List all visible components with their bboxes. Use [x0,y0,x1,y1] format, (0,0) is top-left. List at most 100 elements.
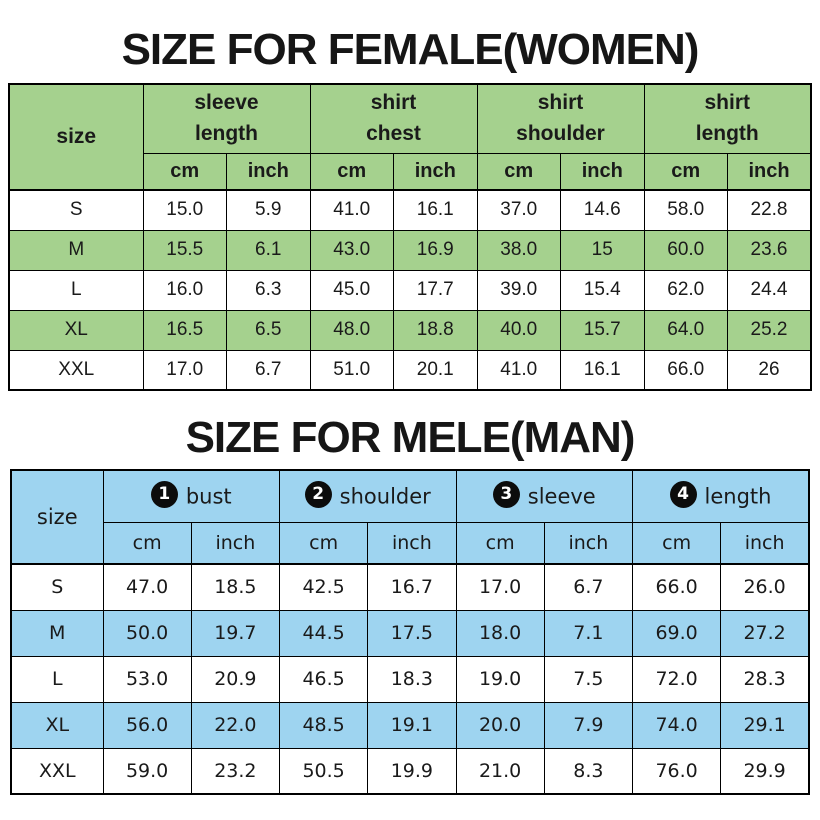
circled-number-3-icon: 3 [492,480,520,508]
unit-header-inch: inch [720,521,810,565]
measurement-value-cell: 20.9 [190,655,281,703]
size-row-XXL: XXL 17.0 6.7 51.0 20.1 41.0 16.1 66.0 26 [8,349,812,391]
measure-group-header: 3 sleeve [455,469,633,523]
measurement-value-cell: 56.0 [102,701,192,749]
measurement-value-cell: 15.4 [560,269,645,311]
measurement-value-cell: 22.8 [727,189,812,231]
measurement-value-cell: 6.7 [543,563,634,611]
circled-number-2-icon: 2 [304,480,332,508]
measurement-value-cell: 58.0 [643,189,728,231]
measurement-value-cell: 40.0 [476,309,561,351]
measurement-value-cell: 50.5 [278,747,369,795]
measurement-value-cell: 16.1 [560,349,645,391]
measurement-value-cell: 15 [560,229,645,271]
unit-header-inch: inch [727,152,812,191]
unit-header-cm: cm [643,152,728,191]
measurement-value-cell: 41.0 [309,189,394,231]
measurement-value-cell: 17.0 [455,563,545,611]
measurement-value-cell: 19.1 [367,701,457,749]
size-row-XL: XL 56.0 22.0 48.5 19.1 20.0 7.9 74.0 29.1 [10,701,810,749]
measurement-value-cell: 62.0 [643,269,728,311]
measurement-value-cell: 43.0 [309,229,394,271]
measure-group-header: 4 length [632,469,810,523]
measurement-value-cell: 16.9 [393,229,478,271]
size-label-cell: XXL [10,747,104,795]
circled-number-1-icon: 1 [150,480,178,508]
measurement-value-cell: 50.0 [102,609,192,657]
measure-group-label: shoulder [339,484,431,509]
measurement-value-cell: 42.5 [278,563,369,611]
size-column-header: size [10,469,104,565]
unit-header-cm: cm [476,152,561,191]
measurement-value-cell: 14.6 [560,189,645,231]
size-row-XXL: XXL 59.0 23.2 50.5 19.9 21.0 8.3 76.0 29.9 [10,747,810,795]
unit-header-inch: inch [367,521,457,565]
measurement-value-cell: 18.5 [190,563,281,611]
measurement-value-cell: 53.0 [102,655,192,703]
measurement-value-cell: 66.0 [643,349,728,391]
measurement-value-cell: 15.7 [560,309,645,351]
measure-group-header: 2 shoulder [279,469,457,523]
measurement-value-cell: 26 [727,349,812,391]
measurement-value-cell: 16.0 [142,269,227,311]
measurement-value-cell: 23.6 [727,229,812,271]
measure-group-label: bust [185,484,232,509]
size-row-XL: XL 16.5 6.5 48.0 18.8 40.0 15.7 64.0 25.2 [8,309,812,351]
unit-row: cm inch cm inch cm inch cm inch [11,521,810,565]
measure-group-header: shirt chest [309,83,478,154]
measurement-value-cell: 45.0 [309,269,394,311]
measurement-value-cell: 17.7 [393,269,478,311]
measurement-value-cell: 7.9 [543,701,634,749]
size-row-M: M 50.0 19.7 44.5 17.5 18.0 7.1 69.0 27.2 [10,609,810,657]
unit-header-cm: cm [631,521,722,565]
unit-row: cm inch cm inch cm inch cm inch [9,152,812,191]
measurement-value-cell: 29.1 [720,701,810,749]
male-table-header: size 1 bust 2 shoulder 3 sleeve 4 length cm inch cm… [10,469,810,565]
unit-header-inch: inch [190,521,281,565]
size-label-cell: XL [10,701,104,749]
measurement-value-cell: 24.4 [727,269,812,311]
size-row-S: S 47.0 18.5 42.5 16.7 17.0 6.7 66.0 26.0 [10,563,810,611]
measurement-value-cell: 5.9 [226,189,311,231]
measurement-value-cell: 6.7 [226,349,311,391]
measurement-value-cell: 17.0 [142,349,227,391]
measurement-value-cell: 60.0 [643,229,728,271]
measure-group-header: sleeve length [142,83,311,154]
measurement-value-cell: 18.0 [455,609,545,657]
size-label-cell: XXL [8,349,144,391]
measurement-value-cell: 64.0 [643,309,728,351]
size-label-cell: L [10,655,104,703]
measurement-value-cell: 44.5 [278,609,369,657]
male-table-title: SIZE FOR MELE(MAN) [185,413,636,462]
measurement-value-cell: 7.1 [543,609,634,657]
measurement-value-cell: 16.1 [393,189,478,231]
size-row-S: S 15.0 5.9 41.0 16.1 37.0 14.6 58.0 22.8 [8,189,812,231]
measurement-value-cell: 8.3 [543,747,634,795]
measurement-value-cell: 59.0 [102,747,192,795]
size-row-M: M 15.5 6.1 43.0 16.9 38.0 15 60.0 23.6 [8,229,812,271]
unit-header-cm: cm [455,521,545,565]
measure-group-header: shirt length [643,83,812,154]
measurement-value-cell: 48.0 [309,309,394,351]
measurement-value-cell: 21.0 [455,747,545,795]
measurement-value-cell: 47.0 [102,563,192,611]
measurement-value-cell: 41.0 [476,349,561,391]
measurement-value-cell: 6.3 [226,269,311,311]
measurement-value-cell: 26.0 [720,563,810,611]
measurement-value-cell: 22.0 [190,701,281,749]
measurement-value-cell: 39.0 [476,269,561,311]
measurement-value-cell: 46.5 [278,655,369,703]
size-row-L: L 16.0 6.3 45.0 17.7 39.0 15.4 62.0 24.4 [8,269,812,311]
measurement-value-cell: 48.5 [278,701,369,749]
measurement-value-cell: 19.9 [367,747,457,795]
measurement-value-cell: 27.2 [720,609,810,657]
size-label-cell: M [10,609,104,657]
measure-group-header: shirt shoulder [476,83,645,154]
unit-header-cm: cm [142,152,227,191]
size-label-cell: S [10,563,104,611]
measurement-value-cell: 69.0 [631,609,722,657]
male-size-table: size 1 bust 2 shoulder 3 sleeve 4 length cm inch cm… [10,469,810,795]
measurement-value-cell: 29.9 [720,747,810,795]
measurement-value-cell: 16.5 [142,309,227,351]
measure-group-label: sleeve [527,484,596,509]
